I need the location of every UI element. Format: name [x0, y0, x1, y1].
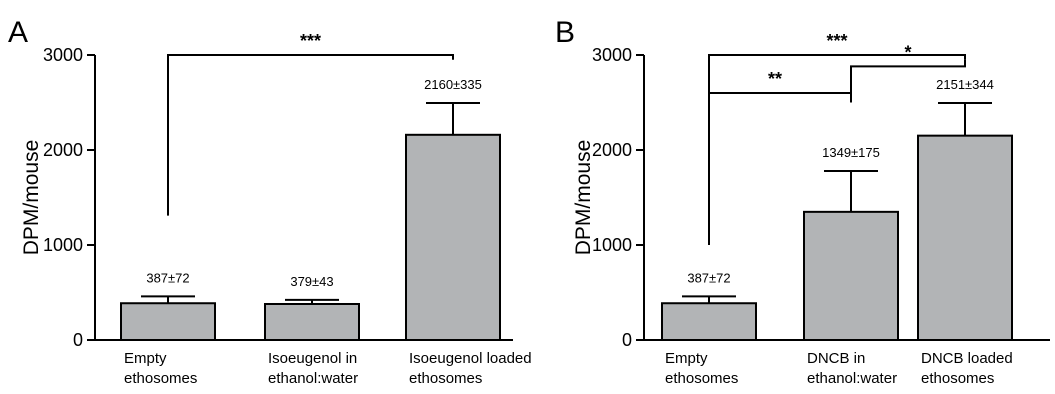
- category-label-line: ethosomes: [409, 370, 482, 387]
- category-label: Empty ethosomes: [124, 350, 197, 387]
- y-tick-label: 2000: [592, 140, 632, 160]
- category-label-line: DNCB in: [807, 350, 865, 367]
- category-label-line: Isoeugenol loaded: [409, 350, 532, 367]
- data-label: 387±72: [687, 270, 730, 285]
- data-label: 2151±344: [936, 77, 994, 92]
- significance-label: ***: [300, 31, 321, 51]
- y-tick-label: 3000: [592, 45, 632, 65]
- category-label-line: Empty: [665, 350, 708, 367]
- significance-label: **: [768, 69, 782, 89]
- bar: [120, 302, 216, 341]
- category-label-line: ethanol:water: [807, 370, 897, 387]
- panel-a: A 0 1000 2000 3000 DPM/mouse 387±72 Empty ethos…: [8, 16, 532, 387]
- panel-letter-a: A: [8, 16, 28, 49]
- significance-bracket: [708, 92, 852, 245]
- data-label: 379±43: [290, 274, 333, 289]
- y-tick-label: 1000: [592, 235, 632, 255]
- category-label: DNCB in ethanol:water: [807, 350, 897, 387]
- data-label: 387±72: [146, 270, 189, 285]
- data-label: 1349±175: [822, 145, 880, 160]
- y-tick-label: 0: [73, 330, 83, 350]
- y-axis-label: DPM/mouse: [20, 140, 43, 256]
- bar: [405, 133, 501, 341]
- bar: [264, 302, 360, 341]
- significance-label: ***: [826, 31, 847, 51]
- category-label-line: DNCB loaded: [921, 350, 1013, 367]
- category-label-line: ethosomes: [665, 370, 738, 387]
- category-label: DNCB loaded ethosomes: [921, 350, 1013, 387]
- category-label-line: ethosomes: [921, 370, 994, 387]
- panel-letter-b: B: [555, 16, 575, 49]
- data-label: 2160±335: [424, 77, 482, 92]
- significance-label: *: [904, 42, 911, 62]
- category-label-line: Empty: [124, 350, 167, 367]
- y-tick-label: 3000: [43, 45, 83, 65]
- category-label: Isoeugenol in ethanol:water: [268, 350, 358, 387]
- category-label: Empty ethosomes: [665, 350, 738, 387]
- significance-bracket: [167, 54, 454, 216]
- y-tick-label: 1000: [43, 235, 83, 255]
- y-tick-label: 2000: [43, 140, 83, 160]
- y-axis-label: DPM/mouse: [572, 140, 595, 256]
- bar: [803, 210, 899, 341]
- category-label-line: Isoeugenol in: [268, 350, 357, 367]
- panel-b: B 0 1000 2000 3000 DPM/mouse 387±72 Empty ethos…: [555, 16, 1050, 387]
- bar: [917, 134, 1013, 341]
- category-label-line: ethosomes: [124, 370, 197, 387]
- category-label-line: ethanol:water: [268, 370, 358, 387]
- category-label: Isoeugenol loaded ethosomes: [409, 350, 532, 387]
- bar: [661, 302, 757, 341]
- y-tick-label: 0: [622, 330, 632, 350]
- significance-bracket: [850, 59, 966, 93]
